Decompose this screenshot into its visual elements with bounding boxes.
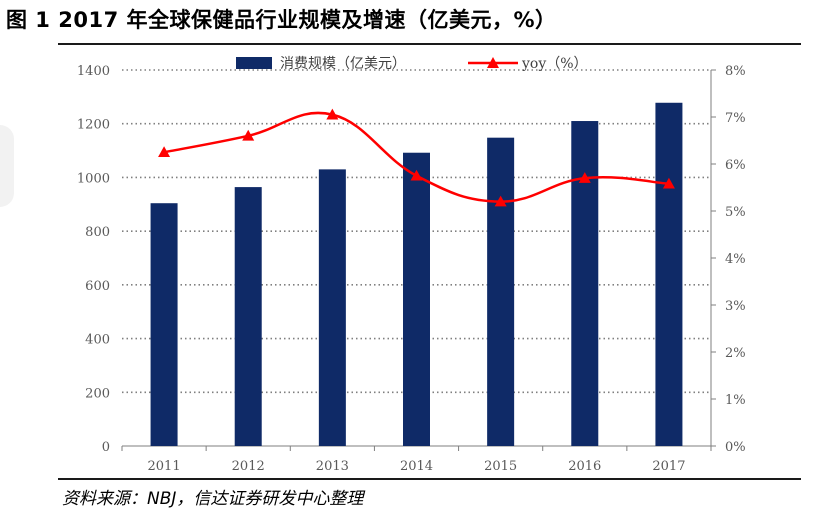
legend-bar-label: 消费规模（亿美元） (280, 56, 406, 72)
right-tick-label: 4% (725, 252, 746, 267)
bar (655, 102, 683, 446)
right-tick-label: 0% (725, 440, 746, 455)
left-tick-label: 400 (85, 333, 110, 348)
bar (150, 203, 178, 446)
yoy-marker (578, 172, 591, 183)
yoy-marker (410, 169, 423, 181)
left-tick-label: 1400 (77, 64, 110, 79)
right-tick-label: 5% (725, 205, 746, 220)
right-tick-label: 7% (725, 111, 746, 126)
right-tick-label: 1% (725, 393, 746, 408)
yoy-marker (158, 146, 171, 158)
bottom-rule (58, 478, 801, 480)
figure-title: 图 1 2017 年全球保健品行业规模及增速（亿美元，%） (6, 8, 557, 32)
x-tick-label: 2013 (316, 459, 349, 474)
left-edge-shade (0, 125, 14, 207)
legend-line-marker (487, 57, 499, 68)
left-tick-label: 800 (85, 225, 110, 240)
left-tick-label: 200 (85, 386, 110, 401)
right-tick-label: 6% (725, 158, 746, 173)
right-tick-label: 2% (725, 346, 746, 361)
bar (571, 121, 599, 447)
bar (318, 169, 346, 446)
right-tick-label: 8% (725, 64, 746, 79)
left-tick-label: 1200 (77, 118, 110, 133)
bar (234, 187, 262, 446)
yoy-marker (242, 129, 255, 141)
x-tick-label: 2012 (232, 459, 265, 474)
left-tick-label: 1000 (77, 171, 110, 186)
left-tick-label: 600 (85, 279, 110, 294)
x-tick-label: 2014 (400, 459, 433, 474)
yoy-marker (494, 195, 507, 207)
top-rule (58, 43, 801, 45)
legend-line-label: yoy（%） (521, 56, 588, 72)
bar (403, 152, 430, 446)
yoy-marker (662, 177, 675, 189)
right-tick-label: 3% (725, 299, 746, 314)
x-tick-label: 2011 (148, 459, 181, 474)
legend-bar-swatch (236, 57, 272, 69)
x-tick-label: 2016 (568, 459, 601, 474)
yoy-marker (326, 108, 339, 120)
bar (487, 137, 515, 446)
left-tick-label: 0 (102, 440, 110, 455)
x-tick-label: 2015 (484, 459, 517, 474)
x-tick-label: 2017 (652, 459, 685, 474)
source-note: 资料来源：NBJ，信达证券研发中心整理 (62, 489, 364, 509)
